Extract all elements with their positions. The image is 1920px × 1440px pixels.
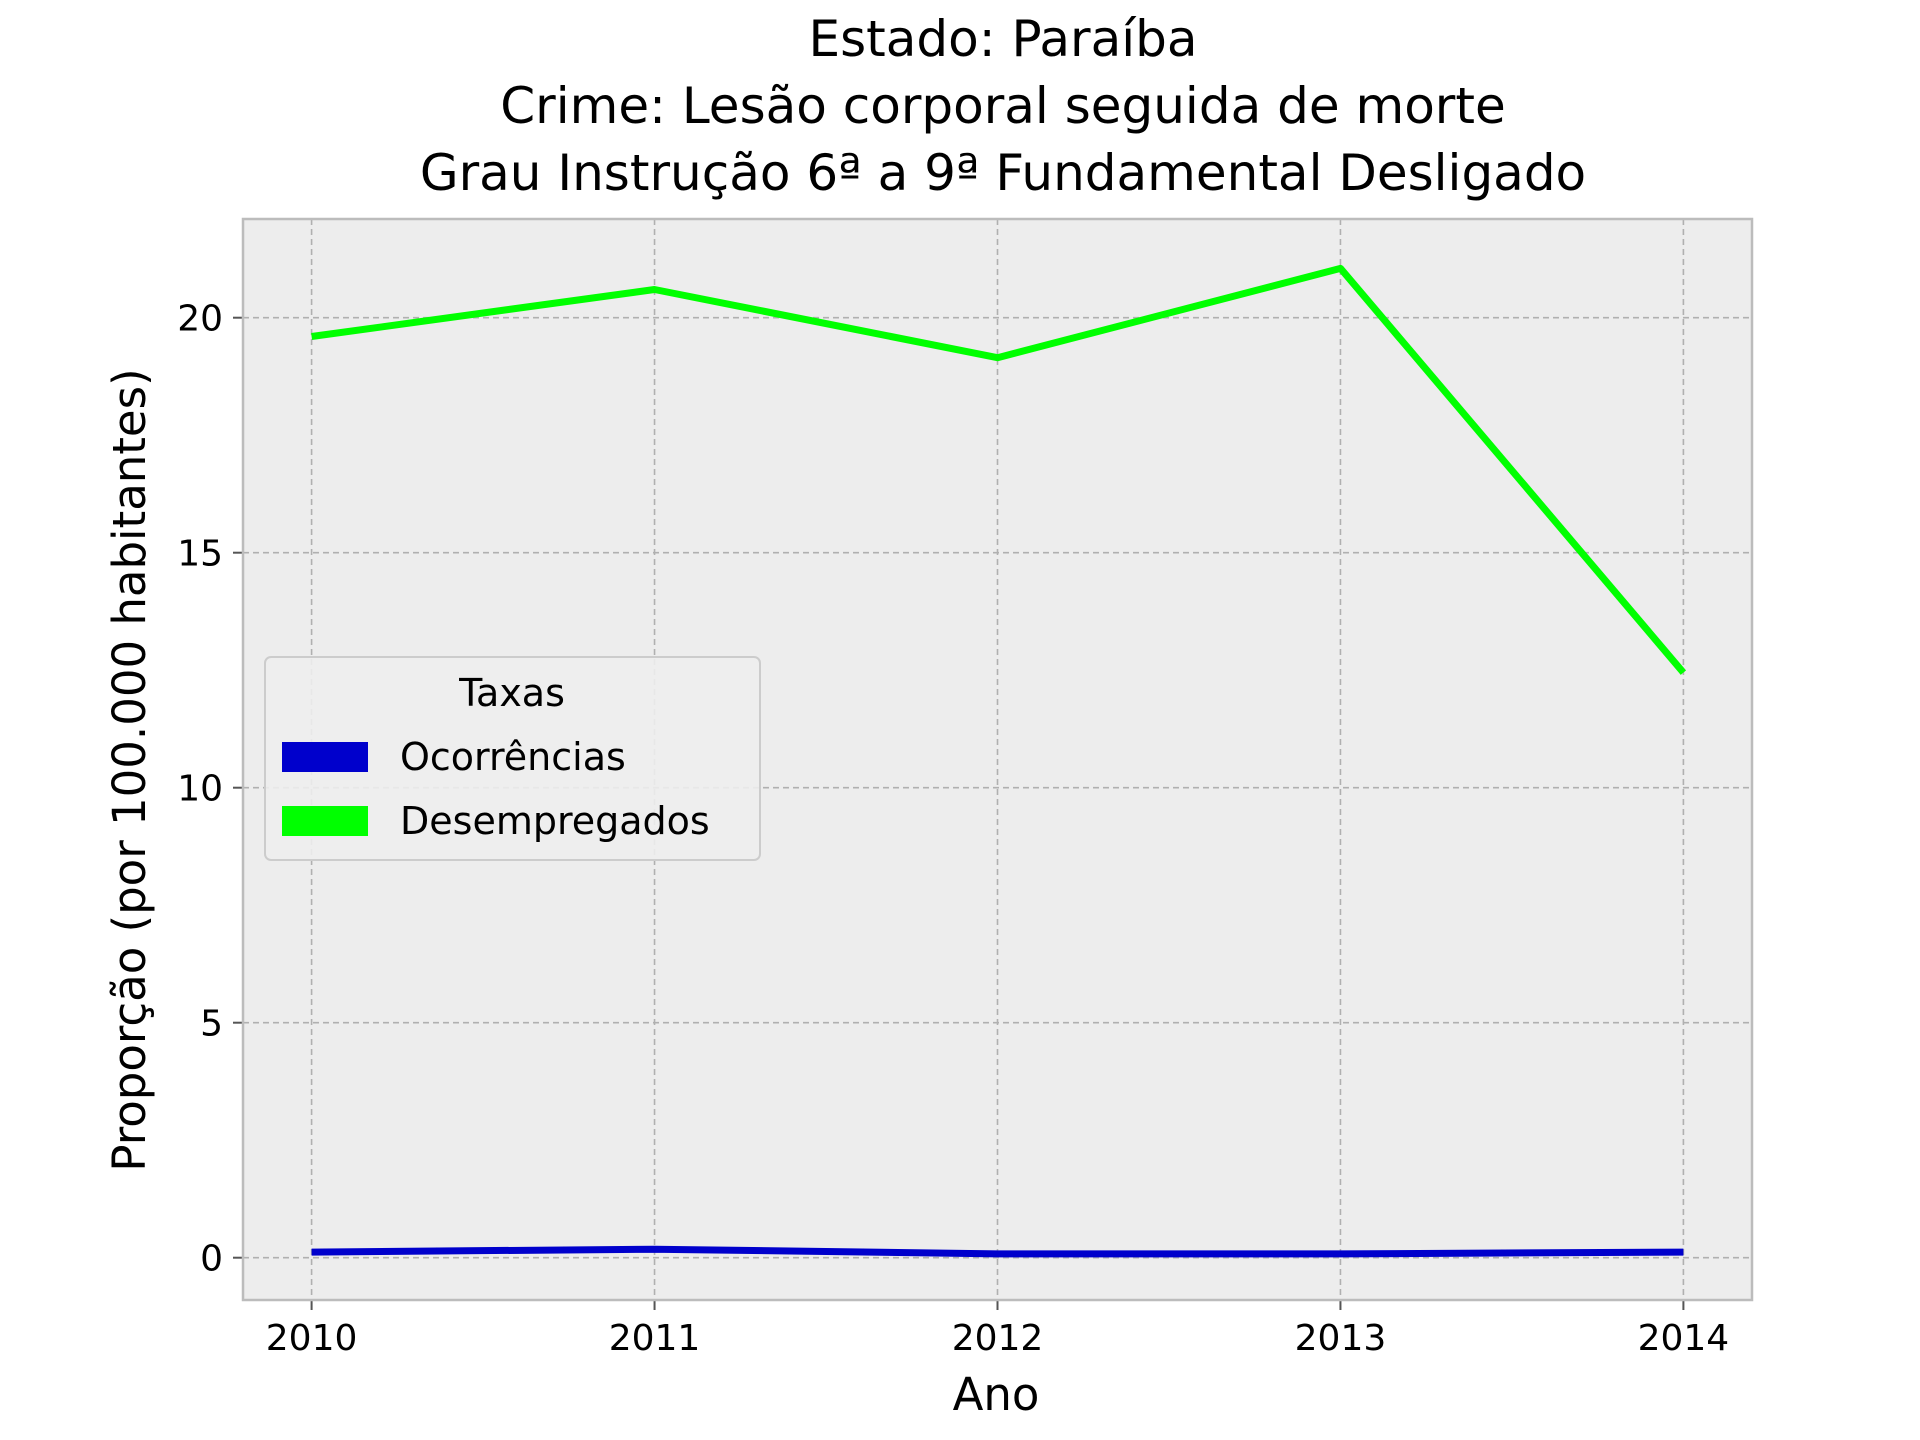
chart-title: Estado: Paraíba Crime: Lesão corporal se… [420,10,1586,202]
series-line-desempregados [311,264,1687,675]
x-axis-label: Ano [953,1368,1040,1421]
x-tick-label: 2014 [1638,1318,1730,1359]
y-tick-label: 15 [177,534,223,575]
legend-label-ocorrencias: Ocorrências [400,735,626,779]
y-tick-label: 20 [177,299,223,340]
y-tick-label: 5 [200,1004,223,1045]
legend-title: Taxas [458,671,565,715]
legend-label-desempregados: Desempregados [400,799,710,843]
title-line-2: Crime: Lesão corporal seguida de morte [500,77,1505,135]
legend-box [264,656,761,861]
y-tick-label: 10 [177,769,223,810]
title-line-1: Estado: Paraíba [809,10,1198,68]
title-line-3: Grau Instrução 6ª a 9ª Fundamental Desli… [420,144,1586,202]
x-tick-label: 2012 [952,1318,1044,1359]
y-tick-label: 0 [200,1239,223,1280]
series-line-ocorrencias [311,1245,1684,1258]
y-axis-ticks: 0 5 10 15 20 [177,299,243,1280]
y-axis-label: Proporção (por 100.000 habitantes) [103,368,156,1171]
x-tick-label: 2011 [609,1318,701,1359]
x-axis-ticks: 2010 2011 2012 2013 2014 [266,1300,1729,1359]
x-tick-label: 2010 [266,1318,358,1359]
x-tick-label: 2013 [1295,1318,1387,1359]
series-lines [311,264,1687,1258]
plot-border [241,217,1754,1302]
legend-swatch-desempregados [282,806,368,836]
legend: Taxas Ocorrências Desempregados [264,656,761,861]
legend-swatch-ocorrencias [282,742,368,772]
